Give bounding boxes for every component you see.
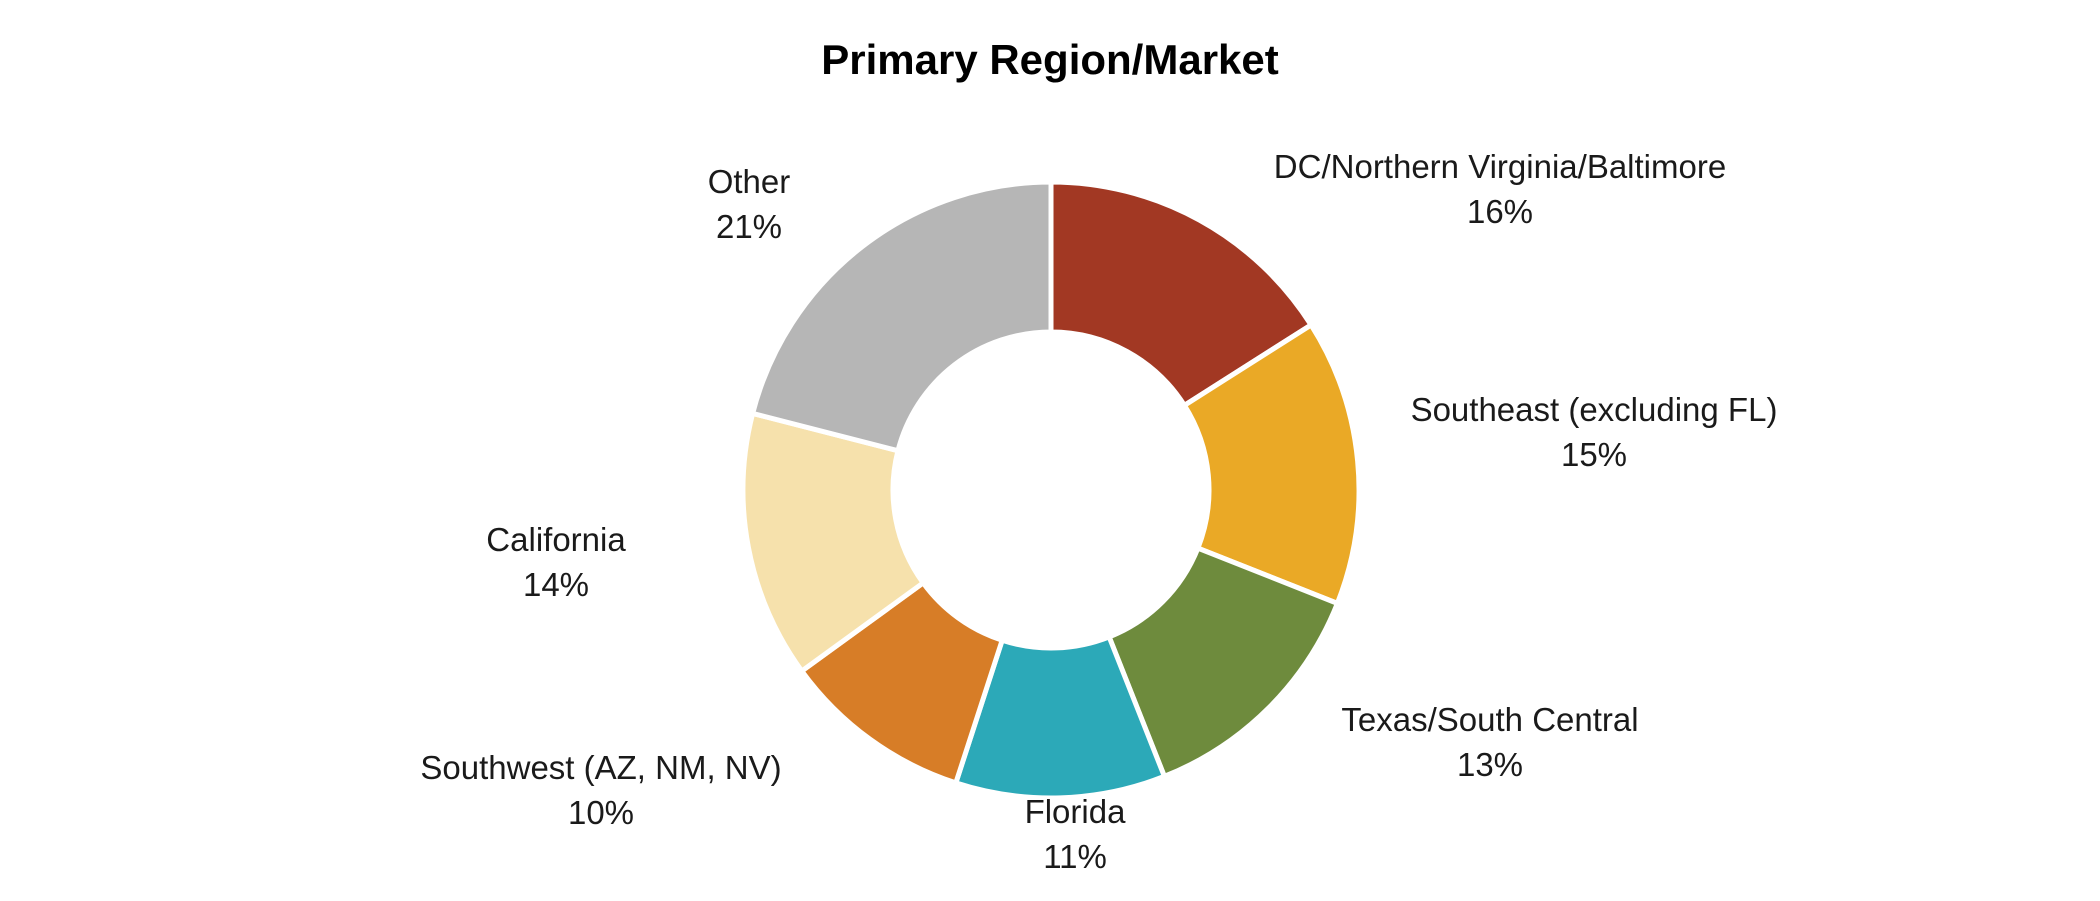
chart-title: Primary Region/Market [821, 36, 1279, 83]
slice-value-dc-northern-virginia-baltimore: 16% [1467, 193, 1533, 230]
slice-value-texas-south-central: 13% [1457, 746, 1523, 783]
slice-value-florida: 11% [1043, 838, 1107, 875]
slice-label-california: California [486, 521, 626, 558]
slices-layer [740, 179, 1362, 801]
slice-california [740, 410, 927, 675]
slice-label-other: Other [708, 163, 791, 200]
slice-value-other: 21% [716, 208, 782, 245]
slice-southeast-excluding-fl [1180, 321, 1362, 607]
slice-value-southeast-excluding-fl: 15% [1561, 436, 1627, 473]
slice-label-texas-south-central: Texas/South Central [1341, 701, 1638, 738]
slice-label-florida: Florida [1025, 793, 1127, 830]
slice-other [749, 179, 1054, 454]
slice-value-california: 14% [523, 566, 589, 603]
labels-layer: DC/Northern Virginia/Baltimore 16% Southea… [420, 148, 1777, 875]
slice-texas-south-central [1105, 544, 1341, 780]
slice-value-southwest-az-nm-nv: 10% [568, 794, 634, 831]
slice-label-southwest-az-nm-nv: Southwest (AZ, NM, NV) [420, 749, 781, 786]
slice-label-southeast-excluding-fl: Southeast (excluding FL) [1411, 391, 1778, 428]
slice-label-dc-northern-virginia-baltimore: DC/Northern Virginia/Baltimore [1274, 148, 1726, 185]
slice-dc-northern-virginia-baltimore [1048, 179, 1315, 409]
